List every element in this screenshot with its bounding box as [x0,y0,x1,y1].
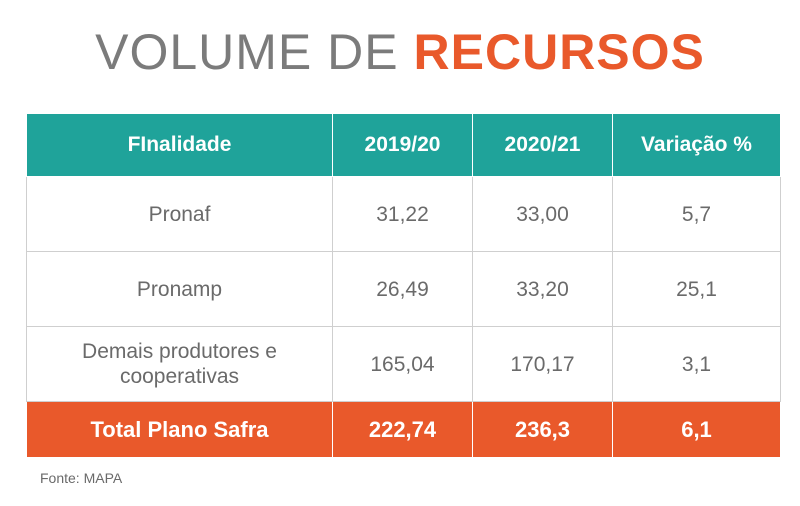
column-header: 2019/20 [332,114,473,177]
table-cell: 33,00 [472,176,613,252]
table-row: Pronaf 31,22 33,00 5,7 [26,176,781,252]
table-header-row: FInalidade 2019/20 2020/21 Variação % [26,114,781,177]
table-cell: Pronaf [26,176,333,252]
table-cell: 33,20 [472,251,613,327]
table-cell: 165,04 [332,326,473,402]
total-cell: Total Plano Safra [26,401,333,457]
table-cell: Pronamp [26,251,333,327]
table-cell: 26,49 [332,251,473,327]
table-cell: 31,22 [332,176,473,252]
table-cell: 170,17 [472,326,613,402]
total-cell: 222,74 [332,401,473,457]
table-cell: 5,7 [612,176,781,252]
column-header: Variação % [612,114,781,177]
table-row: Demais produtores e cooperativas 165,04 … [26,326,781,402]
source-note: Fonte: MAPA [40,470,123,486]
total-cell: 236,3 [472,401,613,457]
column-header: FInalidade [26,114,333,177]
table-cell: 25,1 [612,251,781,327]
table-row: Pronamp 26,49 33,20 25,1 [26,251,781,327]
table-cell: Demais produtores e cooperativas [26,326,333,402]
column-header: 2020/21 [472,114,613,177]
title-bold: RECURSOS [413,24,705,80]
resources-table: FInalidade 2019/20 2020/21 Variação % Pr… [26,114,781,457]
total-cell: 6,1 [612,401,781,457]
page-title: VOLUME DE RECURSOS [0,22,800,82]
table-cell: 3,1 [612,326,781,402]
title-light: VOLUME DE [95,24,414,80]
table-total-row: Total Plano Safra 222,74 236,3 6,1 [26,401,781,457]
